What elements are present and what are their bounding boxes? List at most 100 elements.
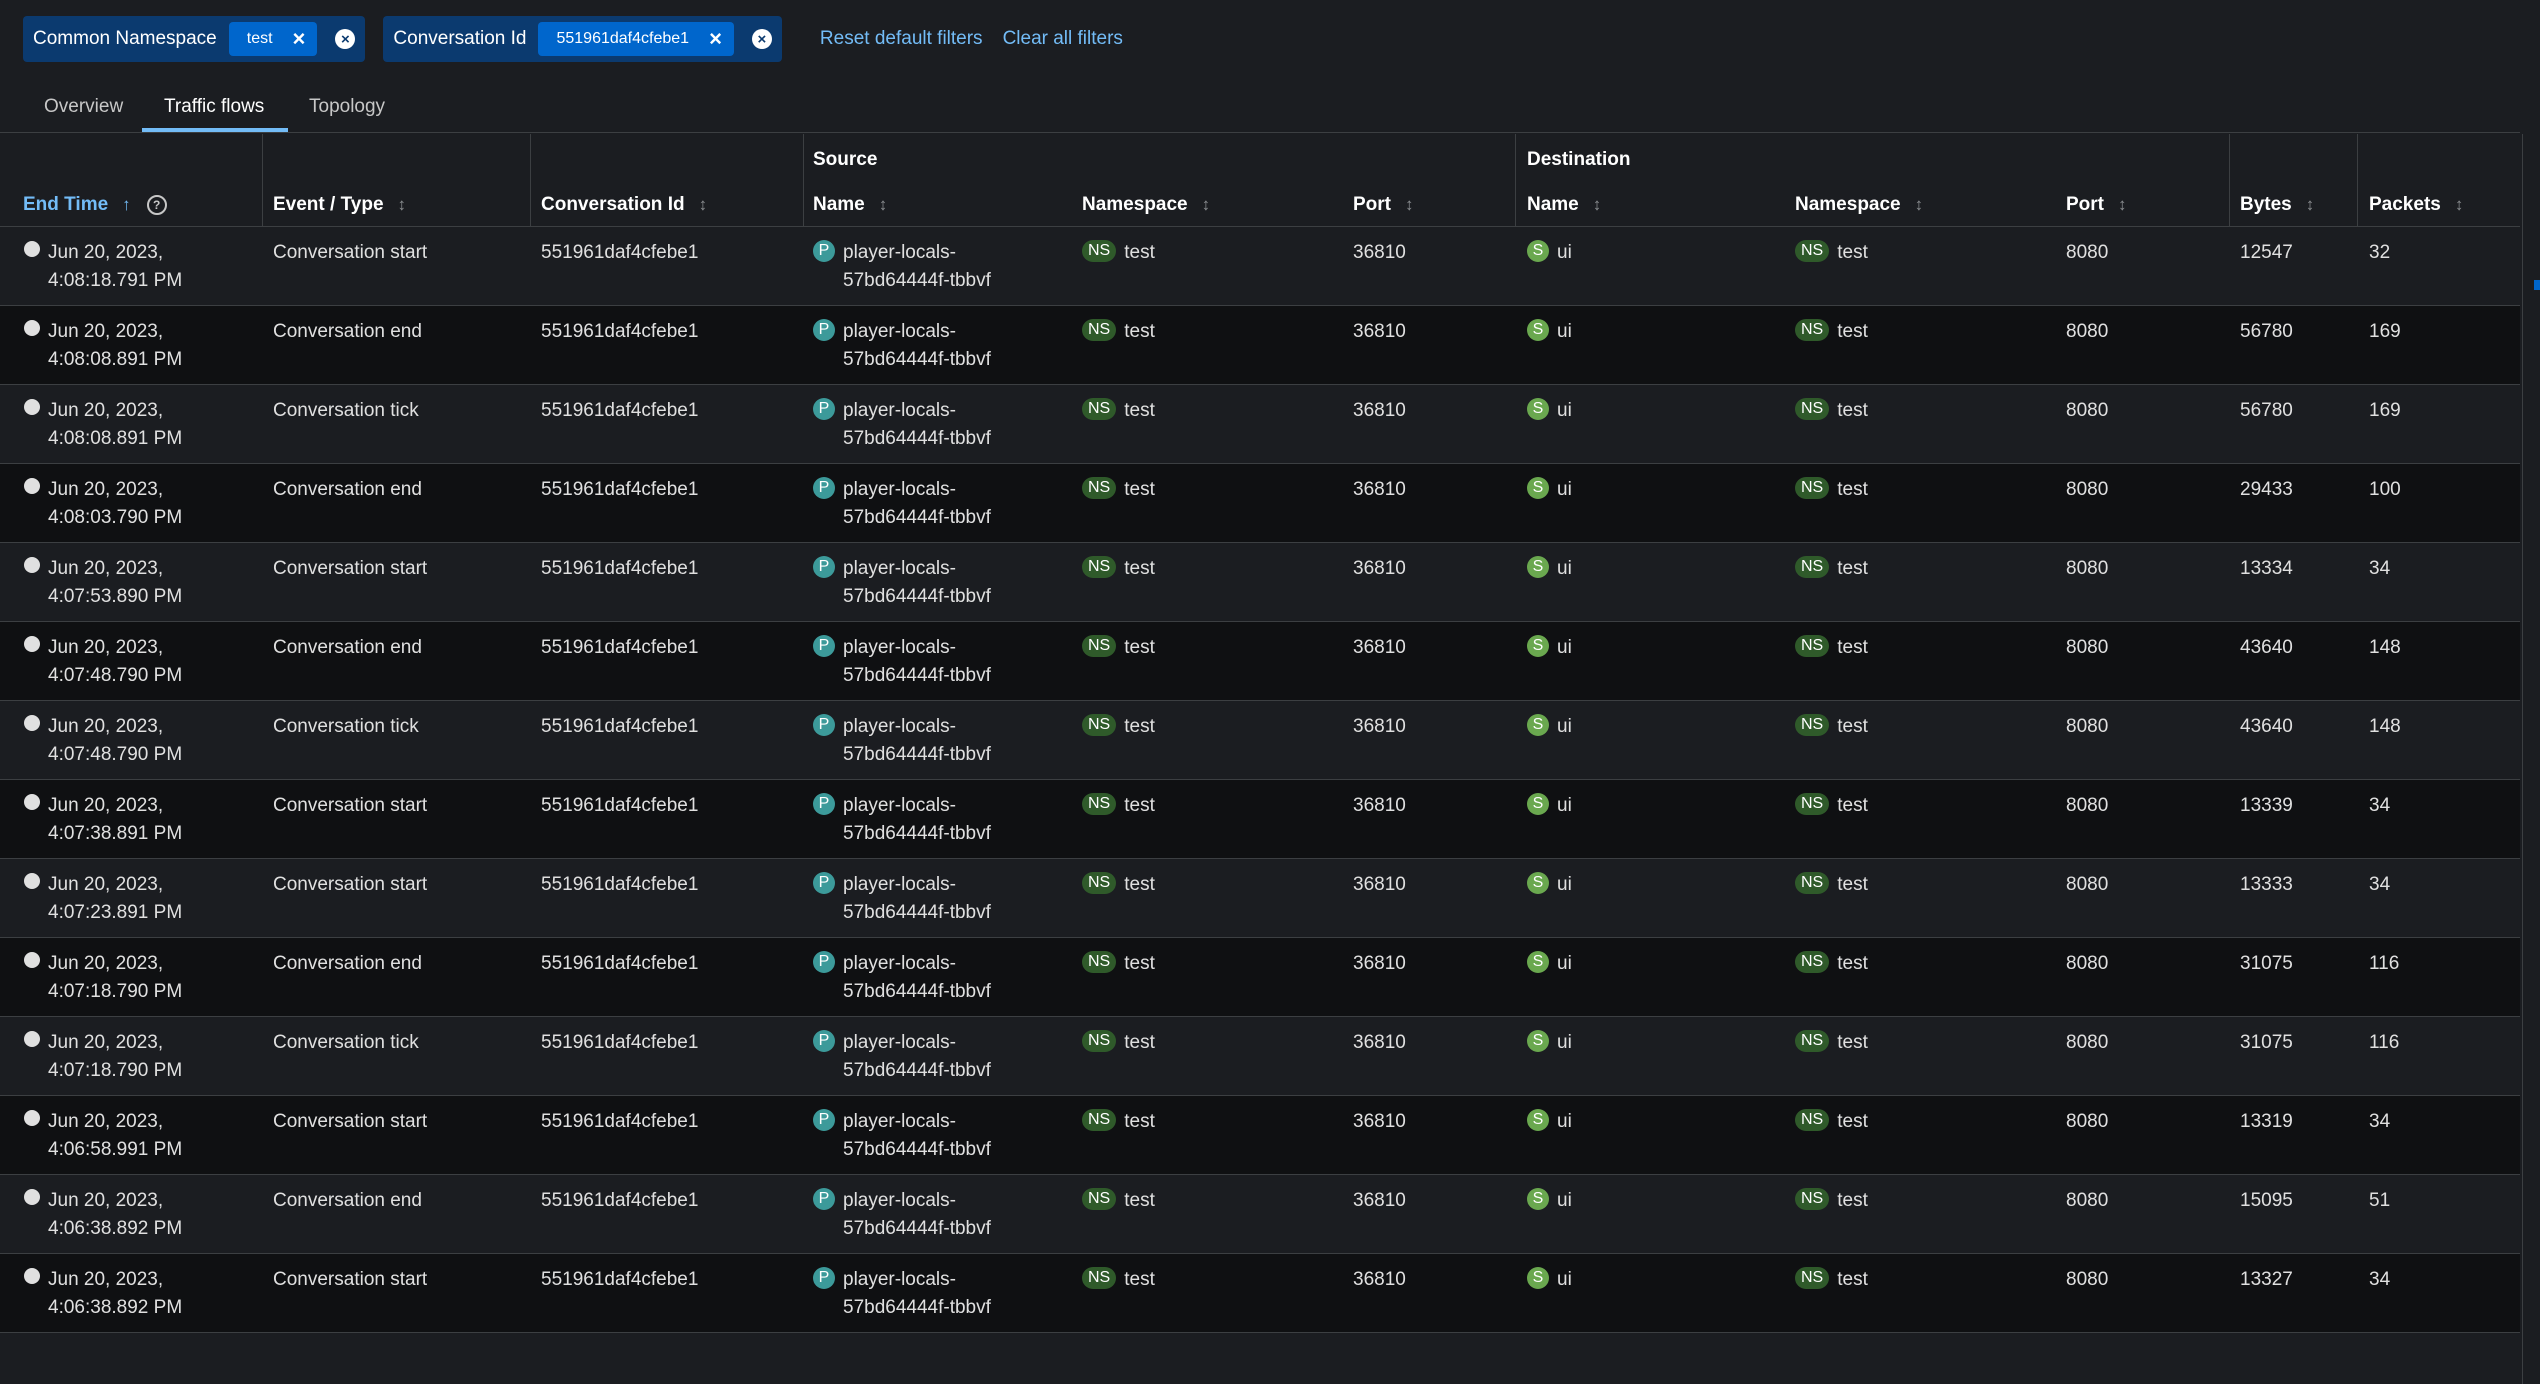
scrollbar-thumb[interactable] <box>2534 280 2540 290</box>
destination-namespace-cell[interactable]: NS test <box>1795 476 1868 504</box>
close-icon[interactable]: × <box>751 29 772 49</box>
source-namespace-cell[interactable]: NS test <box>1082 1029 1155 1057</box>
tab-overview[interactable]: Overview <box>44 96 124 117</box>
reset-default-filters-link[interactable]: Reset default filters <box>819 28 983 49</box>
source-namespace-cell[interactable]: NS test <box>1082 634 1155 662</box>
source-namespace-cell[interactable]: NS test <box>1082 792 1155 820</box>
table-row[interactable]: Jun 20, 2023, 4:08:08.891 PM Conversatio… <box>0 306 2520 385</box>
sort-icon[interactable]: ↕ <box>2305 195 2315 214</box>
destination-namespace-cell[interactable]: NS test <box>1795 792 1868 820</box>
destination-namespace-cell[interactable]: NS test <box>1795 318 1868 346</box>
destination-namespace-cell[interactable]: NS test <box>1795 1108 1868 1136</box>
tab-topology[interactable]: Topology <box>309 96 386 117</box>
column-header-destination-port[interactable]: Port ↕ <box>2066 194 2127 216</box>
sort-icon[interactable]: ↕ <box>878 195 888 214</box>
table-row[interactable]: Jun 20, 2023, 4:07:48.790 PM Conversatio… <box>0 701 2520 780</box>
column-header-source-name[interactable]: Name ↕ <box>813 194 887 216</box>
close-icon[interactable]: × <box>292 26 306 51</box>
sort-icon[interactable]: ↕ <box>1201 195 1211 214</box>
source-namespace-cell[interactable]: NS test <box>1082 397 1155 425</box>
destination-namespace-cell[interactable]: NS test <box>1795 555 1868 583</box>
column-header-source-namespace[interactable]: Namespace ↕ <box>1082 194 1210 216</box>
destination-namespace-cell[interactable]: NS test <box>1795 397 1868 425</box>
column-header-packets[interactable]: Packets ↕ <box>2369 194 2463 216</box>
destination-namespace-cell[interactable]: NS test <box>1795 239 1868 267</box>
tab-traffic-flows[interactable]: Traffic flows <box>164 96 265 117</box>
sort-icon[interactable]: ↕ <box>2454 195 2464 214</box>
scrollbar[interactable] <box>2522 134 2540 1384</box>
source-namespace-cell[interactable]: NS test <box>1082 950 1155 978</box>
column-header-source-port[interactable]: Port ↕ <box>1353 194 1414 216</box>
destination-namespace-cell[interactable]: NS test <box>1795 1266 1868 1294</box>
source-namespace-cell[interactable]: NS test <box>1082 871 1155 899</box>
table-row[interactable]: Jun 20, 2023, 4:07:48.790 PM Conversatio… <box>0 622 2520 701</box>
table-row[interactable]: Jun 20, 2023, 4:07:18.790 PM Conversatio… <box>0 1017 2520 1096</box>
clear-all-filters-link[interactable]: Clear all filters <box>1002 28 1123 49</box>
close-icon[interactable]: × <box>335 29 356 49</box>
destination-namespace-cell[interactable]: NS test <box>1795 1187 1868 1215</box>
sort-icon[interactable]: ↕ <box>1405 195 1414 214</box>
source-namespace-cell[interactable]: NS test <box>1082 1187 1155 1215</box>
table-row[interactable]: Jun 20, 2023, 4:07:18.790 PM Conversatio… <box>0 938 2520 1017</box>
sort-icon[interactable]: ↕ <box>1914 195 1924 214</box>
table-row[interactable]: Jun 20, 2023, 4:07:23.891 PM Conversatio… <box>0 859 2520 938</box>
table-row[interactable]: Jun 20, 2023, 4:07:53.890 PM Conversatio… <box>0 543 2520 622</box>
destination-namespace-cell[interactable]: NS test <box>1795 871 1868 899</box>
table-row[interactable]: Jun 20, 2023, 4:07:38.891 PM Conversatio… <box>0 780 2520 859</box>
column-header-destination-name[interactable]: Name ↕ <box>1527 194 1601 216</box>
destination-namespace-cell[interactable]: NS test <box>1795 950 1868 978</box>
destination-namespace-cell[interactable]: NS test <box>1795 713 1868 741</box>
column-header-bytes[interactable]: Bytes ↕ <box>2240 194 2314 216</box>
sort-icon[interactable]: ↕ <box>698 195 708 214</box>
column-header-conversation-id[interactable]: Conversation Id ↕ <box>541 194 707 216</box>
source-namespace-cell[interactable]: NS test <box>1082 713 1155 741</box>
close-icon[interactable]: × <box>709 26 722 51</box>
table-row[interactable]: Jun 20, 2023, 4:06:58.991 PM Conversatio… <box>0 1096 2520 1175</box>
destination-namespace-cell[interactable]: NS test <box>1795 634 1868 662</box>
help-icon[interactable]: ? <box>146 194 167 215</box>
source-namespace-cell[interactable]: NS test <box>1082 1108 1155 1136</box>
sort-icon[interactable]: ↕ <box>1592 195 1602 214</box>
table-row[interactable]: Jun 20, 2023, 4:06:38.892 PM Conversatio… <box>0 1254 2520 1333</box>
sort-ascending-icon[interactable]: ↑ <box>122 195 131 214</box>
table-row[interactable]: Jun 20, 2023, 4:06:38.892 PM Conversatio… <box>0 1175 2520 1254</box>
source-namespace-cell[interactable]: NS test <box>1082 1266 1155 1294</box>
sort-icon[interactable]: ↕ <box>2118 195 2127 214</box>
table-row[interactable]: Jun 20, 2023, 4:08:03.790 PM Conversatio… <box>0 464 2520 543</box>
column-header-destination-namespace[interactable]: Namespace ↕ <box>1795 194 1923 216</box>
sort-icon[interactable]: ↕ <box>397 195 407 214</box>
source-namespace-cell[interactable]: NS test <box>1082 476 1155 504</box>
source-namespace-cell[interactable]: NS test <box>1082 555 1155 583</box>
column-header-event-type[interactable]: Event / Type ↕ <box>273 194 406 216</box>
source-namespace-cell[interactable]: NS test <box>1082 318 1155 346</box>
table-row[interactable]: Jun 20, 2023, 4:08:08.891 PM Conversatio… <box>0 385 2520 464</box>
